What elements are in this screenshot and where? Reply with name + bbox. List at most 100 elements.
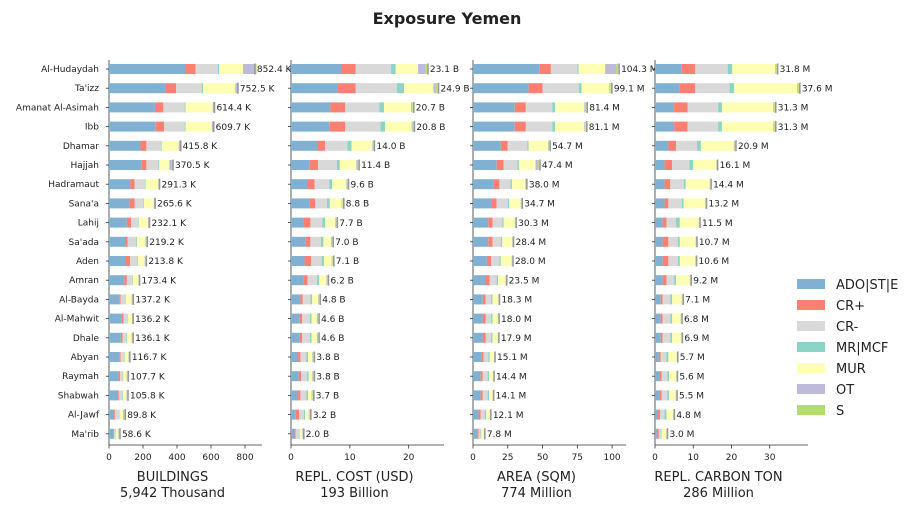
legend-swatch-mr-mcf (797, 342, 825, 352)
x-tick-label: 30 (764, 453, 776, 463)
bar-segment-cr-dhale (482, 332, 486, 343)
bar-segment-cr-amran (124, 275, 127, 286)
x-tick-label: 0 (106, 453, 112, 463)
bar-segment-s-hajjah (538, 160, 539, 170)
bar-segment-mur-al-hudaydah (395, 64, 419, 74)
bar-segment-cr-ibb (687, 121, 719, 132)
bar-segment-mur-ta-izz (403, 83, 434, 94)
value-label-ta-izz: 37.6 M (802, 84, 833, 94)
bar-segment-cr-sa-ada (127, 236, 137, 247)
bar-segment-mr-mcf-dhamar (527, 140, 529, 151)
legend-label-mr-mcf: MR|MCF (836, 341, 888, 356)
bar-segment-s-dhamar (548, 140, 550, 151)
bar-segment-ado-st-e-amran (291, 275, 304, 286)
bar-segment-mur-sa-ada (323, 236, 332, 247)
bar-segment-cr-aden (304, 256, 312, 266)
bar-segment-cr-sa-ada (668, 236, 678, 247)
bar-segment-mur-hajjah (693, 160, 717, 170)
bar-segment-mur-al-bayda (492, 294, 499, 305)
bar-segment-mr-mcf-raymah (667, 371, 670, 382)
bar-segment-mr-mcf-al-mahwit (126, 313, 128, 324)
bar-segment-s-lahij (335, 217, 337, 228)
bar-segment-cr-amanat-al-asimah (163, 102, 185, 113)
bar-segment-cr-dhamar (668, 140, 677, 151)
bar-segment-cr-aden (668, 256, 678, 266)
value-label-shabwah: 14.1 M (496, 392, 527, 402)
bar-segment-ot-hajjah (169, 160, 172, 170)
value-label-aden: 213.8 K (148, 257, 184, 267)
bar-segment-mr-mcf-ta-izz (578, 83, 582, 94)
bar-segment-ot-ibb (211, 121, 214, 132)
bar-segment-ado-st-e-sana-a (291, 198, 310, 209)
bar-segment-cr-hajjah (146, 160, 159, 170)
bar-segment-s-ta-izz (798, 83, 799, 94)
bar-segment-mr-mcf-dhamar (347, 140, 352, 151)
legend-label-cr: CR- (836, 320, 859, 335)
x-tick-label: 10 (344, 453, 356, 463)
bar-segment-cr-hajjah (664, 160, 673, 170)
bar-segment-cr-dhamar (146, 140, 161, 151)
bar-segment-mr-mcf-al-jawf (303, 409, 306, 420)
bar-segment-ado-st-e-dhamar (109, 140, 141, 151)
bar-segment-cr-al-mahwit (123, 313, 127, 324)
bar-segment-cr-lahij (662, 217, 667, 228)
bar-segment-ot-aden (331, 256, 333, 266)
bar-segment-ot-al-jawf (308, 409, 310, 420)
bar-segment-mr-mcf-amran (674, 275, 677, 286)
bar-segment-cr-amanat-al-asimah (154, 102, 164, 113)
bar-segment-cr-amran (303, 275, 308, 286)
bar-segment-cr-aden (126, 256, 131, 266)
bar-segment-ado-st-e-dhale (473, 332, 483, 343)
bar-segment-mur-sa-ada (679, 236, 696, 247)
bar-segment-ado-st-e-hadramaut (109, 179, 131, 190)
chart-legend: ADO|ST|E CR+ CR- MR|MCF MUR OT S (797, 278, 898, 419)
value-label-al-jawf: 89.8 K (127, 411, 157, 421)
bar-segment-mr-mcf-ma-rib (480, 428, 482, 439)
bar-segment-ado-st-e-lahij (109, 217, 127, 228)
value-label-dhale: 136.1 K (135, 334, 171, 344)
bar-segment-s-aden (332, 256, 333, 266)
value-label-hadramaut: 9.6 B (350, 180, 373, 190)
value-label-al-jawf: 4.8 M (676, 411, 701, 421)
bar-segment-mr-mcf-shabwah (667, 390, 670, 401)
value-label-lahij: 7.7 B (339, 219, 362, 229)
bar-segment-s-amanat-al-asimah (585, 102, 587, 113)
x-axis-label: AREA (SQM) (497, 470, 576, 485)
category-label-raymah: Raymah (62, 372, 99, 382)
value-label-lahij: 11.5 M (702, 219, 733, 229)
bar-segment-cr-amran (666, 275, 675, 286)
bar-segment-ado-st-e-al-bayda (655, 294, 661, 305)
bar-segment-mur-al-mahwit (127, 313, 132, 324)
value-label-shabwah: 5.5 M (679, 392, 704, 402)
bar-segment-mr-mcf-aden (321, 256, 324, 266)
bar-segment-ot-al-hudaydah (418, 64, 426, 74)
value-label-ibb: 31.3 M (778, 123, 809, 133)
bar-segment-cr-al-mahwit (662, 313, 671, 324)
chart-title: Exposure Yemen (373, 9, 522, 28)
bar-segment-mur-dhamar (528, 140, 549, 151)
bar-segment-mur-sana-a (143, 198, 155, 209)
value-label-lahij: 30.3 M (518, 219, 549, 229)
value-label-hajjah: 370.5 K (175, 161, 211, 171)
category-label-aden: Aden (76, 257, 99, 267)
bar-segment-mur-ma-rib (481, 428, 484, 439)
legend-swatch-cr (797, 300, 825, 310)
bar-segment-mr-mcf-ibb (552, 121, 556, 132)
bar-segment-cr-abyan (660, 352, 667, 362)
value-label-hajjah: 47.4 M (542, 161, 573, 171)
bar-segment-cr-amran (489, 275, 497, 286)
legend-swatch-cr (797, 321, 825, 331)
bar-segment-cr-dhamar (500, 140, 508, 151)
legend-label-mur: MUR (836, 362, 866, 377)
bar-segment-s-ibb (773, 121, 775, 132)
bar-segment-mr-mcf-raymah (306, 371, 309, 382)
value-label-al-mahwit: 18.0 M (501, 315, 532, 325)
bar-segment-cr-al-bayda (120, 294, 125, 305)
bar-segment-ado-st-e-shabwah (473, 390, 481, 401)
bar-segment-cr-al-jawf (114, 409, 120, 420)
value-label-al-bayda: 18.3 M (501, 296, 532, 306)
bar-segment-cr-sana-a (315, 198, 327, 209)
panel-total-label: 774 Million (501, 486, 572, 501)
bar-segment-cr-raymah (659, 371, 662, 382)
bar-segment-ado-st-e-ma-rib (655, 428, 657, 439)
